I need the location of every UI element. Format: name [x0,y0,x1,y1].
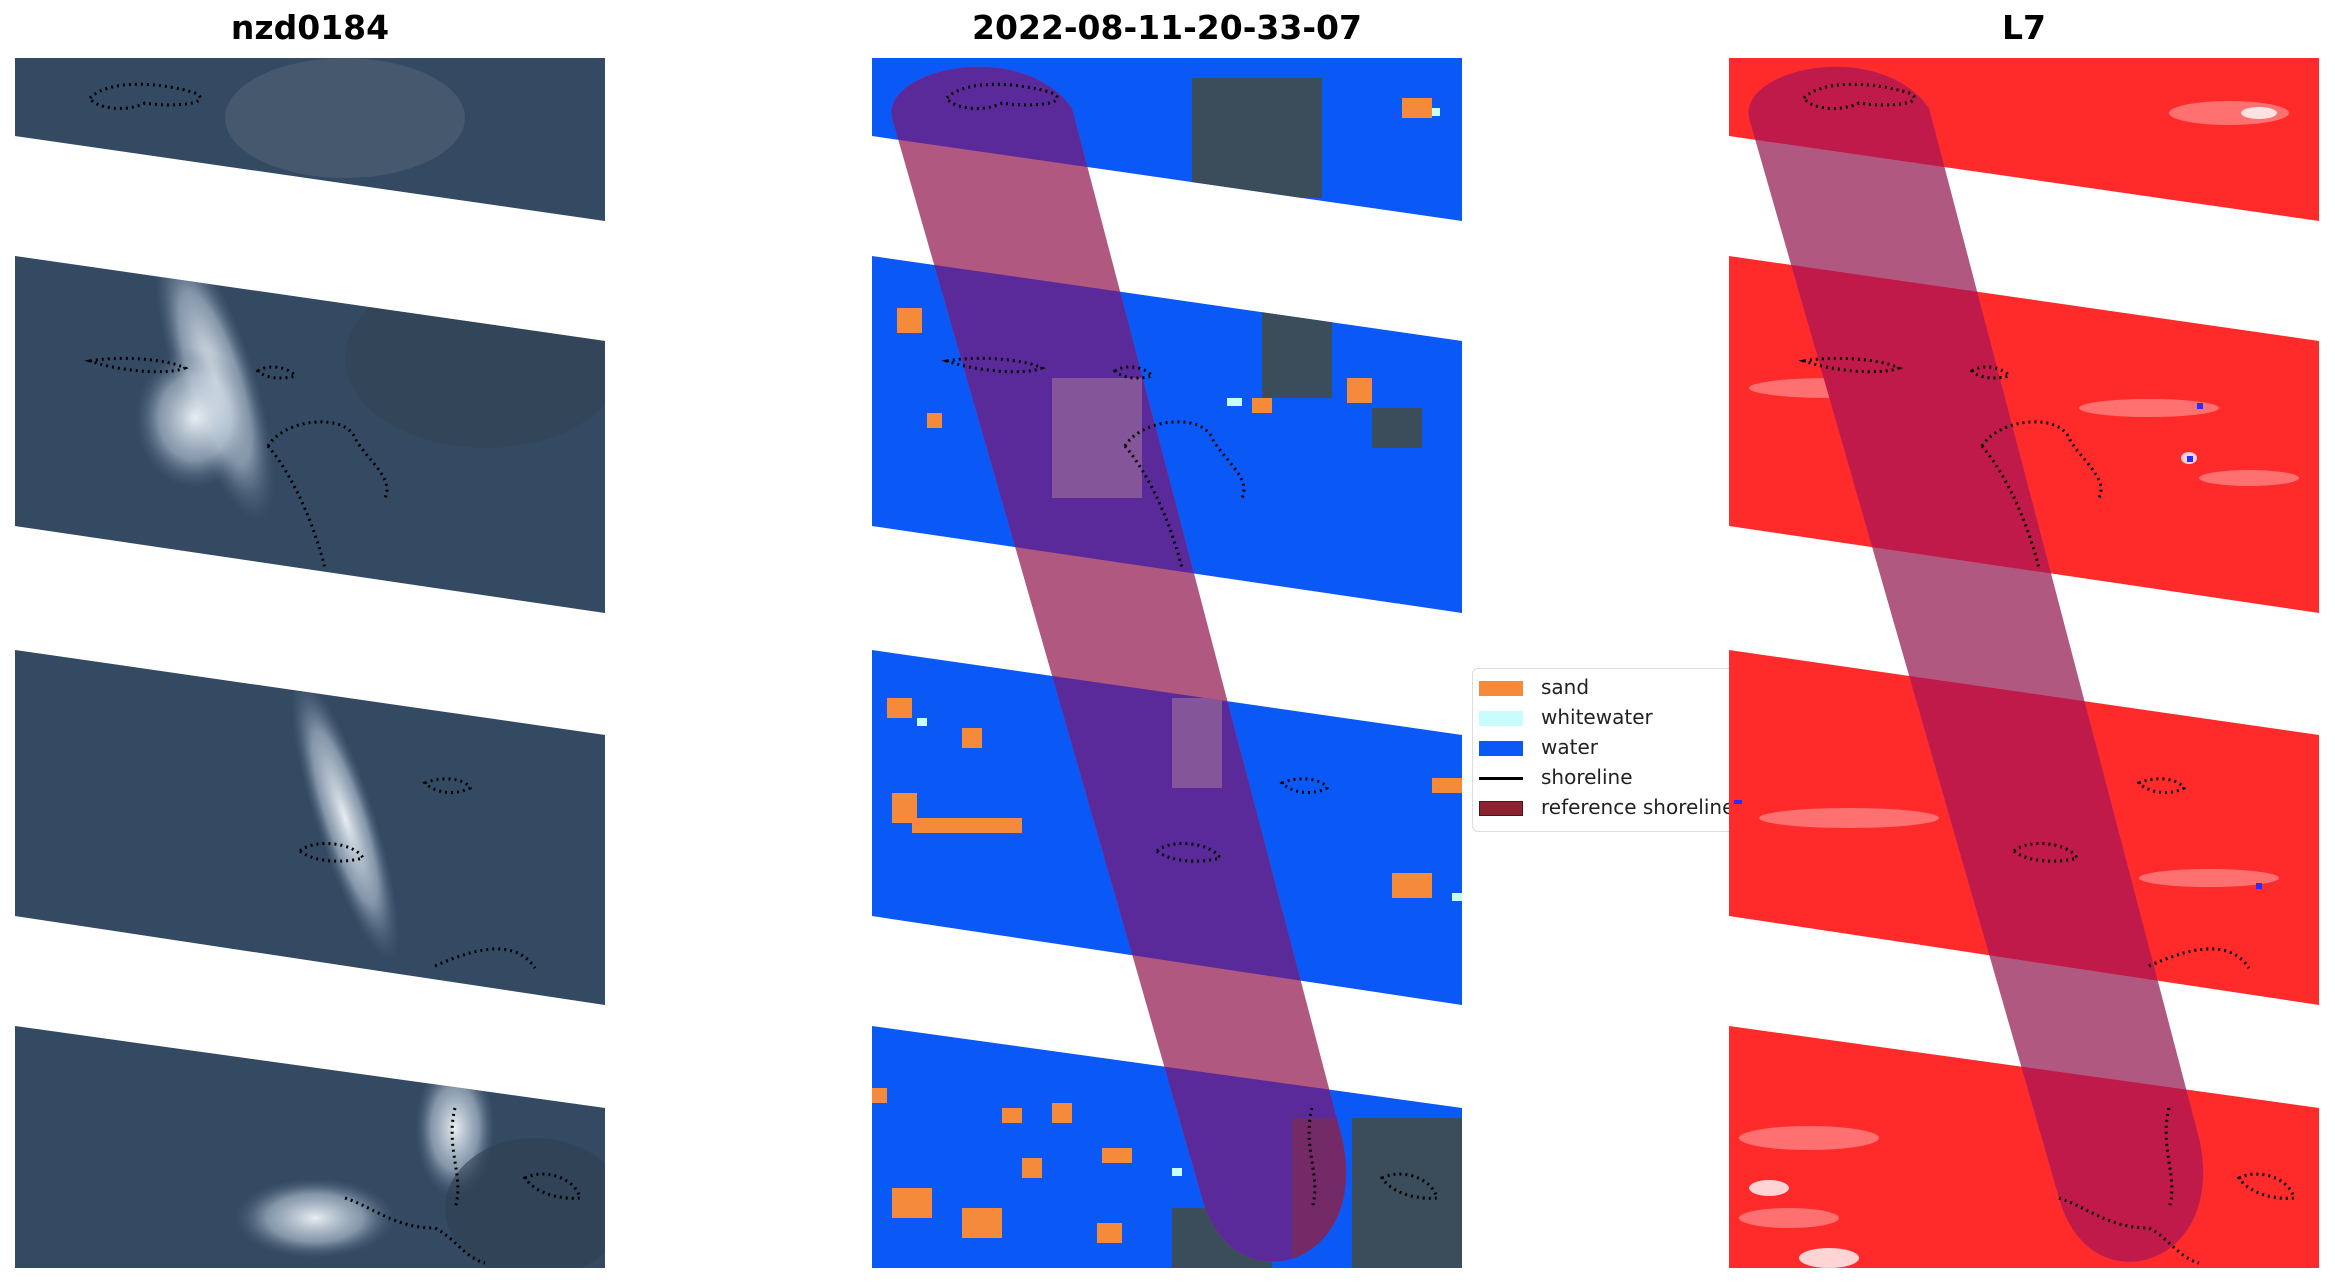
legend-label: reference shoreline [1541,795,1735,819]
shoreline-contours [1798,82,2296,1265]
legend-label: water [1541,735,1598,759]
legend-label: whitewater [1541,705,1653,729]
water-swatch [1479,741,1523,756]
sand-swatch [1479,681,1523,696]
whitewater-swatch [1479,711,1523,726]
legend-item-whitewater: whitewater [1479,703,1735,733]
legend: sand whitewater water shoreline referenc… [1472,668,1735,832]
rgb-image-panel [15,58,605,1268]
shoreline-line-swatch [1479,777,1523,780]
whitewater-pixels [917,108,1462,1176]
legend-item-reference-shoreline: reference shoreline [1479,793,1735,823]
legend-label: shoreline [1541,765,1633,789]
legend-item-water: water [1479,733,1735,763]
rgb-image-map [15,58,605,1268]
index-map-panel [1729,58,2319,1268]
imagery-strips [15,58,605,1268]
reference-shoreline-swatch [1479,801,1523,816]
legend-label: sand [1541,675,1590,699]
classification-panel [872,58,1462,1268]
sand-pixels [872,98,1462,1243]
classification-map [872,58,1462,1268]
panel-title-satellite: L7 [2002,8,2046,47]
panel-title-image-name: nzd0184 [230,8,390,47]
shoreline-contours [84,82,582,1265]
index-map [1729,58,2319,1268]
shoreline-contours [941,82,1439,1209]
panel-title-date: 2022-08-11-20-33-07 [972,8,1362,47]
legend-item-sand: sand [1479,673,1735,703]
legend-item-shoreline: shoreline [1479,763,1735,793]
